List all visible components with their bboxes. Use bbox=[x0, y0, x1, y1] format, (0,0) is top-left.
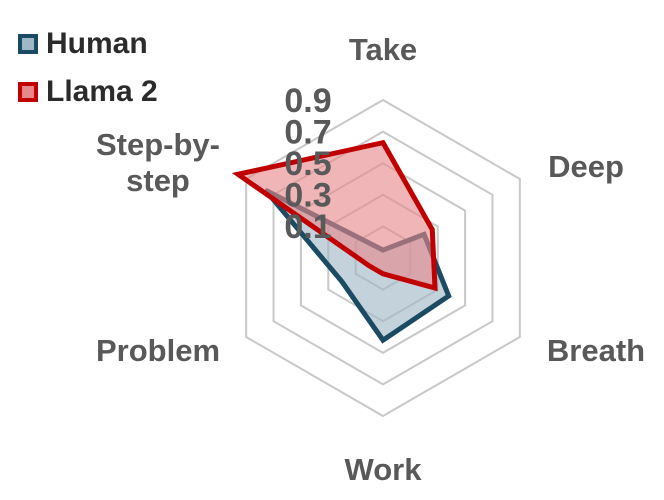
radial-tick-label: 0.5 bbox=[284, 145, 331, 183]
legend: Human Llama 2 bbox=[18, 20, 158, 116]
legend-swatch-llama-2 bbox=[18, 82, 38, 102]
axis-label-step-by-step: Step-by-step bbox=[96, 127, 220, 198]
legend-label-human: Human bbox=[46, 27, 148, 60]
legend-swatch-human bbox=[18, 34, 38, 54]
legend-label-llama-2: Llama 2 bbox=[46, 75, 158, 108]
radial-tick-label: 0.3 bbox=[284, 177, 331, 215]
axis-label-work: Work bbox=[345, 452, 423, 487]
legend-item-llama-2: Llama 2 bbox=[18, 68, 158, 116]
axis-label-problem: Problem bbox=[96, 333, 220, 368]
legend-item-human: Human bbox=[18, 20, 158, 68]
series-llama-2-area bbox=[231, 139, 438, 292]
radial-tick-label: 0.1 bbox=[284, 208, 331, 246]
axis-label-deep: Deep bbox=[548, 149, 624, 184]
radial-tick-label: 0.7 bbox=[284, 114, 331, 152]
radial-tick-label: 0.9 bbox=[284, 82, 331, 120]
axis-label-take: Take bbox=[349, 32, 417, 67]
axis-label-breath: Breath bbox=[547, 333, 645, 368]
